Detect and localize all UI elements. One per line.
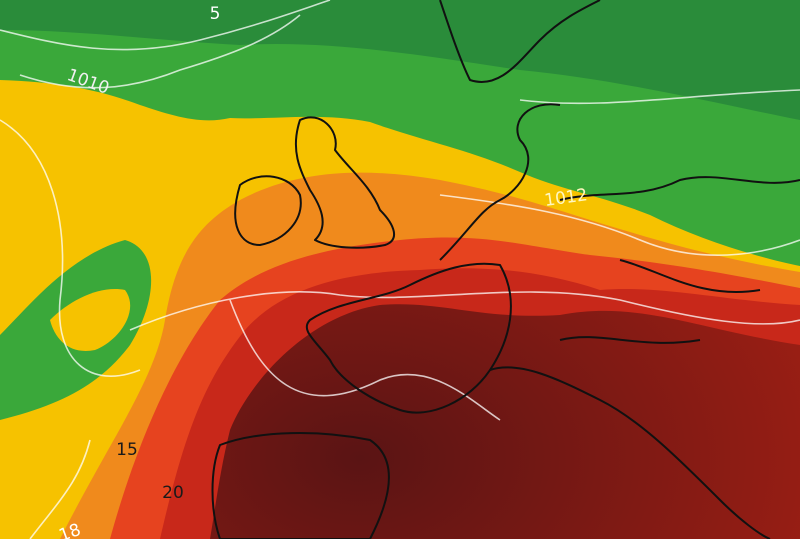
isobar — [29, 439, 91, 539]
isobar — [0, 119, 141, 377]
isobar — [0, 0, 331, 51]
contour-label: 5 — [210, 4, 221, 24]
isobar — [129, 291, 800, 331]
isobar — [439, 194, 800, 256]
contour-label: 15 — [116, 440, 138, 460]
isobar — [519, 89, 800, 105]
northsea-coast — [439, 103, 561, 261]
scandinavia-coast — [439, 0, 601, 83]
italy-coast — [489, 366, 771, 539]
borders — [559, 176, 800, 344]
iberia-coast — [211, 432, 390, 539]
ireland-coast — [234, 175, 302, 246]
britain-coast — [294, 116, 395, 249]
contour-label: 18 — [56, 520, 83, 539]
isobar — [19, 14, 301, 89]
ocean-yellow-blob — [50, 289, 131, 351]
france-coast — [305, 262, 512, 414]
dark-green-zone — [0, 0, 800, 120]
contour-label: 20 — [162, 483, 184, 503]
